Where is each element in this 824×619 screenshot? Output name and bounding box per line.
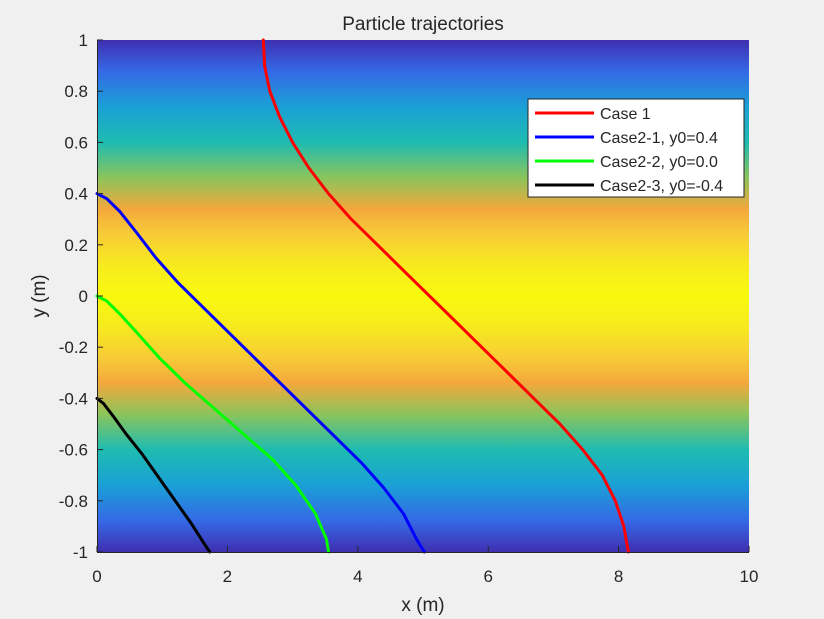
y-tick-label: 0.8	[64, 82, 88, 101]
x-tick-label: 8	[614, 567, 623, 586]
y-tick-label: -0.4	[59, 389, 88, 408]
legend-label-3: Case2-2, y0=0.0	[600, 154, 718, 171]
x-tick-label: 4	[353, 567, 362, 586]
series-line-3	[95, 294, 330, 554]
y-tick-label: -0.2	[59, 338, 88, 357]
x-tick-label: 0	[92, 567, 101, 586]
legend-box	[527, 98, 745, 198]
x-tick-label: 2	[223, 567, 232, 586]
legend-label-1: Case 1	[600, 106, 651, 123]
series-line-1	[261, 38, 630, 554]
x-axis-label: x (m)	[401, 595, 444, 616]
y-tick-label: 0.2	[64, 236, 88, 255]
chart-title: Particle trajectories	[342, 14, 504, 35]
legend-label-4: Case2-3, y0=-0.4	[600, 178, 723, 195]
legend-items: Case 1 Case2-1, y0=0.4 Case2-2, y0=0.0 Case…	[535, 106, 723, 195]
x-tick-label: 6	[483, 567, 492, 586]
series-layer	[95, 38, 630, 554]
y-axis-label: y (m)	[29, 274, 50, 317]
legend-label-2: Case2-1, y0=0.4	[600, 130, 718, 147]
legend: Case 1 Case2-1, y0=0.4 Case2-2, y0=0.0 Case…	[527, 98, 745, 198]
y-tick-label: 0	[79, 287, 88, 306]
y-tick-label: -0.8	[59, 492, 88, 511]
y-tick-label: 0.4	[64, 185, 88, 204]
x-ticks: 0 2 4 6 8 10	[92, 546, 758, 586]
y-tick-label: 1	[79, 31, 88, 50]
y-ticks: -1 -0.8 -0.6 -0.4 -0.2 0 0.2 0.4 0.6 0.8 1	[59, 31, 103, 562]
y-tick-label: 0.6	[64, 133, 88, 152]
x-tick-label: 10	[740, 567, 759, 586]
series-line-4	[95, 396, 212, 554]
y-tick-label: -1	[73, 543, 88, 562]
y-tick-label: -0.6	[59, 441, 88, 460]
series-line-2	[95, 192, 426, 554]
